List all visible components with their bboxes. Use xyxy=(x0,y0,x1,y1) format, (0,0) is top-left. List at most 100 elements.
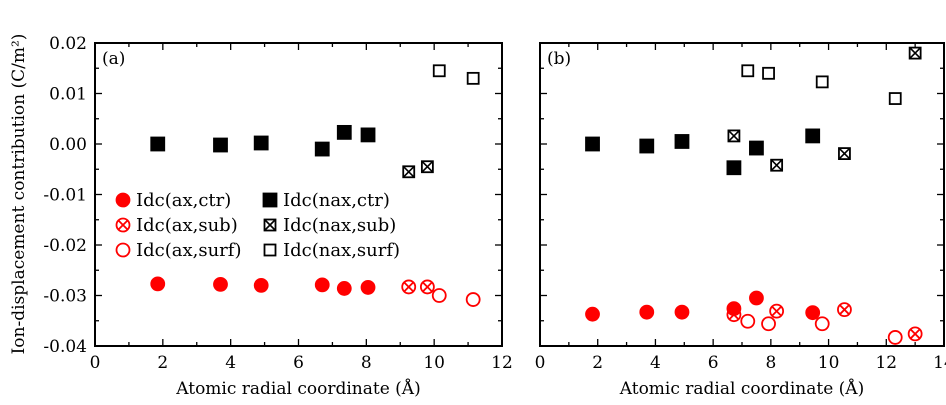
marker-cross xyxy=(839,304,850,315)
x-tick-label: 14 xyxy=(933,353,946,373)
legend-marker xyxy=(263,243,277,257)
data-point-nax-surf xyxy=(815,75,829,89)
marker-square xyxy=(253,135,269,151)
data-point-ax-sub xyxy=(769,303,785,319)
marker-square xyxy=(263,243,277,257)
data-point-nax-surf xyxy=(741,64,755,78)
marker-circle xyxy=(150,276,166,292)
x-tick-label: 10 xyxy=(423,353,445,373)
x-axis-label: Atomic radial coordinate (Å) xyxy=(175,378,420,399)
y-tick-label: -0.01 xyxy=(43,186,87,206)
marker-square xyxy=(674,134,690,149)
marker-cross xyxy=(403,281,414,293)
data-point-nax-surf xyxy=(432,64,446,78)
data-point-ax-ctr xyxy=(360,280,376,295)
marker-circle xyxy=(585,306,600,322)
marker-circle xyxy=(639,304,655,320)
legend-item: Idc(ax,ctr) xyxy=(115,190,231,211)
x-tick-label: 12 xyxy=(875,353,897,373)
data-point-ax-sub xyxy=(907,326,923,342)
marker-cross xyxy=(263,218,277,232)
marker-circle xyxy=(431,288,447,303)
legend-marker xyxy=(115,192,131,208)
data-point-nax-ctr xyxy=(314,141,330,157)
legend-marker xyxy=(115,217,131,233)
marker-circle xyxy=(674,304,690,320)
data-point-ax-surf xyxy=(887,330,903,345)
marker-circle xyxy=(740,313,756,329)
x-tick-label: 8 xyxy=(361,353,372,373)
legend-item: Idc(nax,surf) xyxy=(263,240,400,261)
data-point-nax-ctr xyxy=(213,137,228,153)
data-point-nax-sub xyxy=(838,147,851,160)
marker-circle xyxy=(253,277,269,293)
data-point-ax-sub xyxy=(419,279,435,295)
panel-b: 0 2 4 6 8 10 12 14 Atomic radial coordinate (Å) (… xyxy=(535,42,946,399)
marker-square xyxy=(314,141,330,157)
panel-tag: (b) xyxy=(547,49,571,69)
marker-circle xyxy=(115,242,131,258)
y-axis-label: Ion-displacement contribution (C/m²) xyxy=(9,34,29,355)
marker-cross xyxy=(421,160,434,173)
data-point-nax-ctr xyxy=(749,140,764,156)
marker-square xyxy=(585,136,600,152)
legend-marker xyxy=(262,192,278,208)
x-tick-label: 2 xyxy=(592,353,603,373)
legend-label: Idc(nax,ctr) xyxy=(283,190,390,211)
x-tick-label: 0 xyxy=(90,353,101,373)
data-point-ax-surf xyxy=(431,288,447,303)
legend-item: Idc(ax,surf) xyxy=(115,240,241,261)
marker-square xyxy=(741,64,755,78)
legend-label: Idc(nax,surf) xyxy=(283,240,400,261)
data-point-ax-ctr xyxy=(314,277,330,293)
marker-cross xyxy=(771,305,782,317)
data-point-nax-ctr xyxy=(360,127,376,143)
data-point-ax-surf xyxy=(740,313,756,329)
legend-item: Idc(nax,ctr) xyxy=(262,190,390,211)
panel-tag: (a) xyxy=(102,49,125,69)
marker-square xyxy=(726,160,742,176)
y-tick-label: -0.02 xyxy=(43,236,87,256)
data-point-ax-sub xyxy=(837,302,852,318)
data-point-nax-sub xyxy=(908,46,922,60)
marker-cross xyxy=(909,47,922,60)
data-point-ax-ctr xyxy=(726,301,742,317)
data-point-nax-ctr xyxy=(150,136,166,152)
marker-square xyxy=(466,71,480,85)
data-point-ax-surf xyxy=(814,316,830,332)
data-point-ax-ctr xyxy=(749,290,764,306)
legend-item: Idc(nax,sub) xyxy=(263,215,396,236)
data-point-nax-sub xyxy=(402,165,416,179)
data-point-ax-ctr xyxy=(674,304,690,320)
legend-item: Idc(ax,sub) xyxy=(115,215,238,236)
data-point-nax-ctr xyxy=(726,160,742,176)
marker-circle xyxy=(314,277,330,293)
data-point-nax-ctr xyxy=(805,128,821,144)
marker-square xyxy=(815,75,829,89)
marker-circle xyxy=(761,316,776,332)
marker-circle xyxy=(726,301,742,317)
data-point-ax-ctr xyxy=(213,276,228,292)
data-point-nax-ctr xyxy=(253,135,269,151)
legend-label: Idc(ax,sub) xyxy=(136,215,238,236)
data-point-nax-ctr xyxy=(674,134,690,149)
y-tick-label: -0.04 xyxy=(43,337,87,357)
x-tick-label: 6 xyxy=(708,353,719,373)
data-point-nax-surf xyxy=(762,66,775,80)
marker-cross xyxy=(909,328,921,340)
y-tick-label: -0.03 xyxy=(43,287,87,307)
marker-cross xyxy=(727,129,740,142)
data-point-nax-sub xyxy=(727,129,741,143)
data-point-ax-ctr xyxy=(585,306,600,322)
x-tick-label: 6 xyxy=(293,353,304,373)
plot-frame xyxy=(539,42,945,347)
x-axis-label: Atomic radial coordinate (Å) xyxy=(619,378,864,399)
marker-circle xyxy=(115,192,131,208)
panel-a: 0 2 4 6 8 10 12 -0.04 -0.03 -0.02 -0.01 0.00 0.01 0.0… xyxy=(43,34,512,399)
y-tick-label: 0.02 xyxy=(49,34,87,54)
legend-label: Idc(ax,surf) xyxy=(136,240,241,261)
data-point-nax-surf xyxy=(466,71,480,85)
y-tick-label: 0.01 xyxy=(49,85,87,105)
marker-square xyxy=(805,128,821,144)
